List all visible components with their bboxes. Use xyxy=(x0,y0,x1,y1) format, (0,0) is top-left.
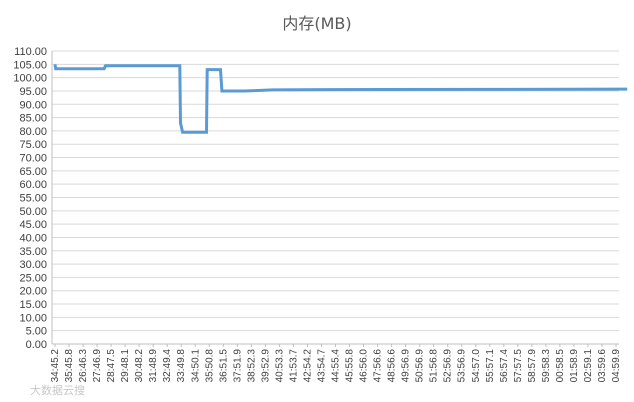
x-tick-label: 28:47.5 xyxy=(106,349,117,383)
x-tick-label: 48:56.6 xyxy=(387,349,398,383)
x-tick-label: 34:45.2 xyxy=(50,349,61,383)
x-tick-label: 58:57.9 xyxy=(527,349,538,383)
x-tick-label: 01:58.9 xyxy=(569,349,580,383)
x-tick-label: 27:46.9 xyxy=(92,349,103,383)
x-tick-label: 40:53.3 xyxy=(274,349,285,383)
x-tick-label: 43:54.7 xyxy=(316,349,327,383)
x-tick-label: 32:49.4 xyxy=(162,349,173,383)
y-tick-label: 30.00 xyxy=(19,259,47,271)
x-tick-label: 30:48.2 xyxy=(134,349,145,383)
x-tick-label: 47:56.6 xyxy=(373,349,384,383)
x-tick-label: 54:57.0 xyxy=(471,349,482,383)
x-tick-label: 41:53.7 xyxy=(288,349,299,383)
x-tick-label: 57:57.5 xyxy=(513,349,524,383)
x-tick-label: 03:59.6 xyxy=(597,349,608,383)
y-tick-label: 65.00 xyxy=(19,166,47,178)
y-tick-label: 90.00 xyxy=(19,99,47,111)
x-tick-label: 46:56.0 xyxy=(359,349,370,383)
x-axis-ticks: 34:45.2 35:45.8 26:46.3 27:46.9 28:47.5 29:48… xyxy=(50,344,622,382)
y-tick-label: 95.00 xyxy=(19,86,47,98)
x-tick-label: 33:49.8 xyxy=(176,349,187,383)
y-tick-label: 0.00 xyxy=(26,339,47,351)
watermark-text: 大数据云搜 xyxy=(30,383,85,397)
x-tick-label: 34:50.1 xyxy=(190,349,201,383)
y-tick-label: 60.00 xyxy=(19,179,47,191)
y-tick-label: 35.00 xyxy=(19,246,47,258)
x-tick-label: 44:55.4 xyxy=(331,349,342,383)
x-tick-label: 36:51.5 xyxy=(218,349,229,383)
x-tick-label: 31:48.9 xyxy=(148,349,159,383)
series-layer xyxy=(53,64,628,134)
chart-title: 内存(MB) xyxy=(282,14,351,33)
x-tick-label: 45:55.8 xyxy=(345,349,356,383)
x-tick-label: 35:45.8 xyxy=(64,349,75,383)
x-tick-label: 39:52.9 xyxy=(260,349,271,383)
y-tick-label: 50.00 xyxy=(19,206,47,218)
y-tick-label: 20.00 xyxy=(19,286,47,298)
x-tick-label: 52:56.9 xyxy=(443,349,454,383)
x-tick-label: 02:59.1 xyxy=(583,349,594,383)
memory-series-line xyxy=(53,64,628,134)
y-tick-label: 70.00 xyxy=(19,153,47,165)
y-tick-label: 75.00 xyxy=(19,139,47,151)
x-tick-label: 37:51.9 xyxy=(232,349,243,383)
x-tick-label: 59:58.3 xyxy=(541,349,552,383)
x-tick-label: 55:57.1 xyxy=(485,349,496,383)
x-tick-label: 51:56.8 xyxy=(429,349,440,383)
y-tick-label: 5.00 xyxy=(26,326,47,338)
y-tick-label: 105.00 xyxy=(13,59,47,71)
gridlines xyxy=(51,50,619,345)
x-tick-label: 04:59.9 xyxy=(611,349,622,383)
x-tick-label: 53:56.9 xyxy=(457,349,468,383)
y-tick-label: 45.00 xyxy=(19,219,47,231)
x-tick-label: 49:56.9 xyxy=(401,349,412,383)
x-tick-label: 42:54.2 xyxy=(302,349,313,383)
y-tick-label: 100.00 xyxy=(13,73,47,85)
y-tick-label: 85.00 xyxy=(19,113,47,125)
x-tick-label: 00:58.5 xyxy=(555,349,566,383)
x-tick-label: 56:57.4 xyxy=(499,349,510,383)
x-tick-label: 26:46.3 xyxy=(78,349,89,383)
x-tick-label: 29:48.1 xyxy=(120,349,131,383)
x-tick-label: 38:52.3 xyxy=(246,349,257,383)
x-tick-label: 50:56.9 xyxy=(415,349,426,383)
y-tick-label: 10.00 xyxy=(19,312,47,324)
y-tick-label: 110.00 xyxy=(14,46,47,58)
x-tick-label: 35:50.8 xyxy=(204,349,215,383)
y-tick-label: 15.00 xyxy=(19,299,47,311)
y-tick-label: 25.00 xyxy=(19,272,47,284)
y-tick-label: 40.00 xyxy=(19,232,47,244)
y-tick-label: 55.00 xyxy=(19,193,47,205)
y-tick-label: 80.00 xyxy=(19,126,47,138)
